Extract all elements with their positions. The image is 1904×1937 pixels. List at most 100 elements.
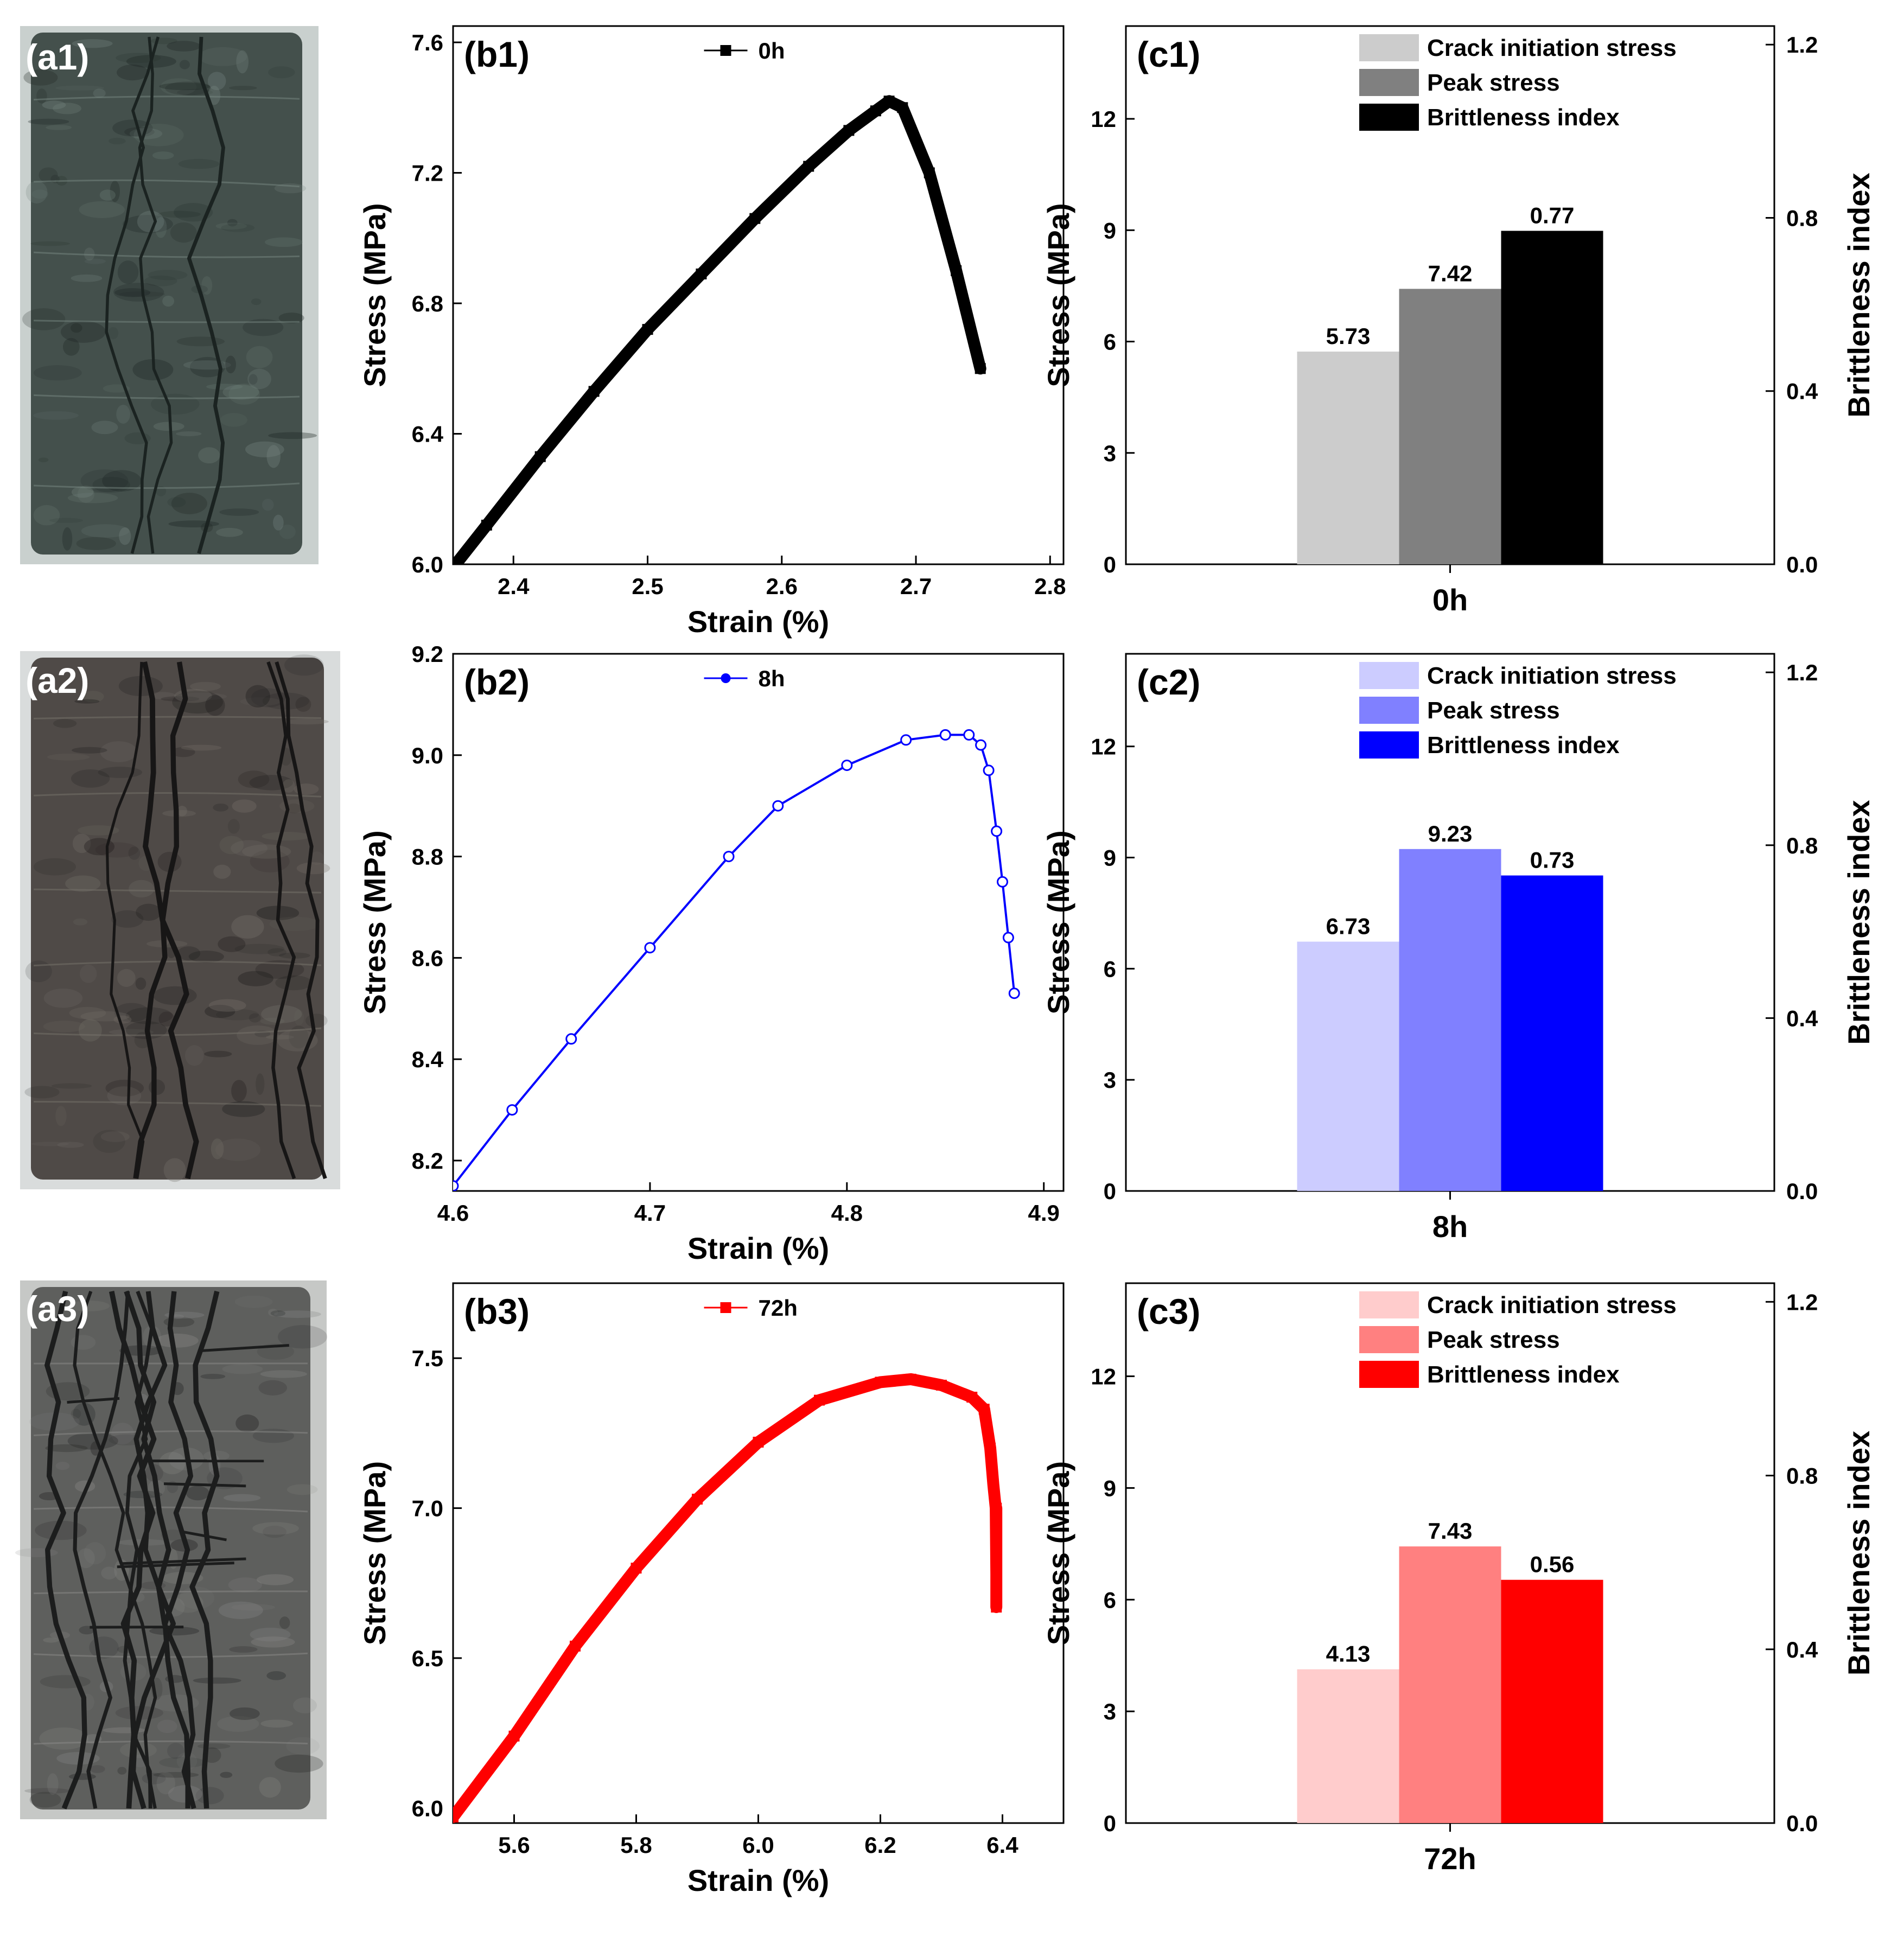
texture-spot — [207, 72, 226, 91]
texture-spot — [228, 1577, 262, 1592]
texture-spot — [162, 295, 175, 307]
y-tick-label: 9 — [1104, 1475, 1116, 1501]
texture-spot — [256, 1073, 265, 1095]
texture-spot — [270, 1310, 286, 1316]
y-axis-label: Stress (MPa) — [1041, 1461, 1075, 1645]
x-tick-label: 2.4 — [498, 574, 530, 599]
texture-spot — [110, 180, 120, 202]
texture-spot — [179, 60, 190, 69]
texture-spot — [266, 1035, 294, 1040]
legend-label: Crack initiation stress — [1427, 662, 1677, 689]
y2-tick-label: 0.0 — [1786, 1178, 1818, 1204]
texture-spot — [243, 318, 284, 336]
legend: 8h — [704, 666, 785, 691]
bedding-line — [33, 482, 300, 489]
texture-spot — [167, 41, 201, 52]
texture-spot — [109, 1029, 154, 1035]
texture-spot — [155, 1333, 199, 1348]
plot-frame — [452, 25, 1065, 565]
data-point — [723, 851, 735, 863]
bar-value-label: 5.73 — [1326, 323, 1371, 349]
texture-spot — [240, 697, 281, 706]
x-axis-label: Strain (%) — [687, 604, 829, 639]
legend-marker — [721, 673, 731, 683]
x-tick-label: 6.4 — [986, 1832, 1018, 1858]
bar-value-label: 0.73 — [1530, 848, 1575, 873]
legend: Crack initiation stress Peak stress Brittl… — [1359, 662, 1677, 759]
data-point — [588, 386, 600, 397]
texture-spot — [238, 971, 273, 986]
y2-tick-label: 1.2 — [1786, 32, 1818, 58]
texture-spot — [162, 810, 196, 817]
texture-spot — [223, 1494, 261, 1502]
texture-spot — [89, 1636, 119, 1659]
x-axis-label: Strain (%) — [687, 1231, 829, 1265]
y-tick-label: 3 — [1104, 441, 1116, 466]
texture-spot — [70, 323, 82, 333]
texture-spot — [228, 383, 260, 405]
texture-spot — [171, 493, 207, 514]
texture-spot — [107, 1086, 142, 1105]
data-point — [506, 1104, 518, 1116]
texture-spot — [167, 1743, 184, 1759]
series-8h — [453, 729, 1020, 1191]
x-tick-label: 4.6 — [437, 1200, 469, 1226]
texture-spot — [222, 1364, 263, 1374]
crack-line — [73, 1291, 130, 1809]
texture-spot — [100, 1131, 130, 1142]
y-tick-label: 6.0 — [412, 552, 443, 577]
texture-spot — [286, 1484, 318, 1495]
legend-swatch — [1359, 662, 1419, 689]
bar — [1297, 351, 1399, 564]
crack-line — [275, 661, 327, 1180]
data-point — [1008, 987, 1020, 999]
data-point — [1002, 932, 1014, 944]
texture-spot — [176, 431, 202, 436]
texture-spot — [206, 384, 243, 390]
texture-spot — [149, 1079, 165, 1095]
texture-spot — [47, 753, 90, 761]
texture-spot — [148, 270, 188, 281]
crack-line — [138, 36, 173, 554]
y-tick-label: 6.8 — [412, 291, 443, 316]
texture-spot — [211, 1138, 224, 1159]
y2-tick-label: 0.0 — [1786, 1811, 1818, 1836]
y-tick-label: 6 — [1104, 956, 1116, 982]
data-point — [951, 265, 962, 276]
specimen-photo-1: (a1) — [20, 26, 319, 564]
texture-spot — [208, 999, 246, 1012]
y-tick-label: 3 — [1104, 1067, 1116, 1093]
texture-spot — [113, 283, 164, 302]
data-point — [453, 1811, 459, 1823]
y-tick-label: 9.2 — [412, 641, 443, 667]
texture-spot — [235, 1414, 259, 1432]
texture-spot — [277, 1325, 328, 1349]
bedding-line — [33, 1590, 308, 1595]
texture-spot — [250, 1627, 291, 1642]
data-point — [905, 1373, 916, 1385]
texture-spot — [157, 1719, 177, 1734]
data-point — [991, 1502, 1002, 1514]
bedding-line — [33, 1100, 322, 1107]
y-tick-label: 8.8 — [412, 844, 443, 870]
texture-spot — [231, 915, 264, 939]
legend-label: 8h — [759, 666, 785, 691]
y-tick-label: 8.4 — [412, 1047, 444, 1072]
legend-swatch — [1359, 69, 1419, 96]
crack-line — [73, 1290, 157, 1809]
texture-spot — [43, 1637, 59, 1643]
texture-spot — [257, 1574, 294, 1585]
texture-spot — [262, 499, 274, 511]
bedding-line — [33, 1430, 308, 1436]
data-point — [814, 1394, 825, 1406]
texture-spot — [268, 66, 295, 79]
texture-spot — [31, 1142, 69, 1146]
texture-spot — [36, 88, 47, 104]
texture-spot — [62, 337, 80, 356]
texture-spot — [77, 1548, 95, 1569]
texture-spot — [26, 181, 48, 203]
texture-spot — [43, 988, 83, 1008]
bedding-line — [33, 1027, 322, 1036]
texture-spot — [158, 1011, 175, 1027]
texture-spot — [296, 862, 330, 875]
